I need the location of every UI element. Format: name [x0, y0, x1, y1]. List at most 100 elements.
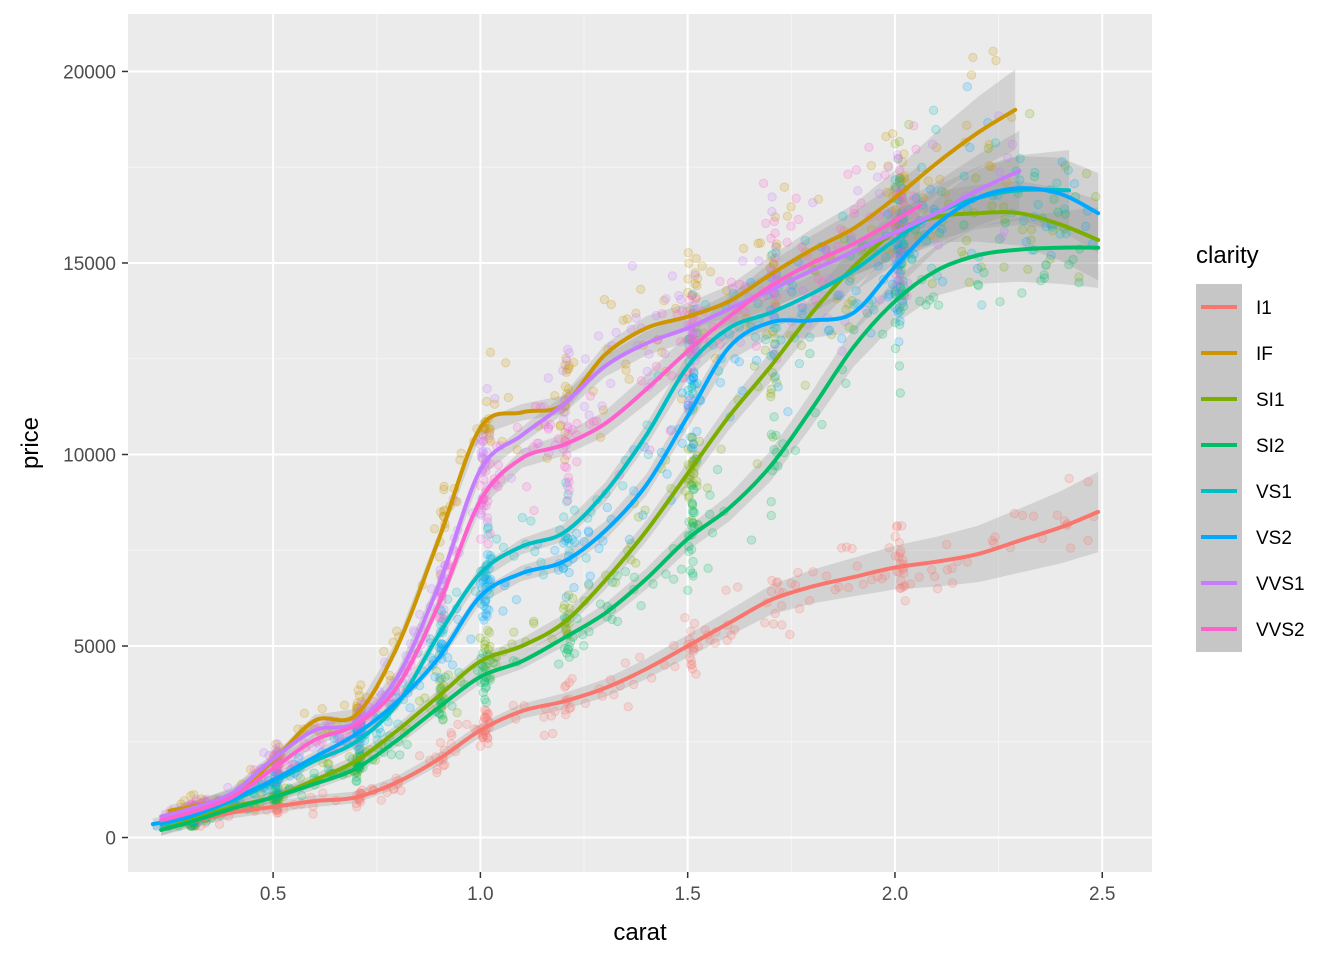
y-axis-title: price [17, 417, 44, 469]
scatter-point [482, 513, 493, 523]
scatter-point [478, 717, 489, 727]
scatter-point [479, 662, 489, 672]
scatter-point [595, 432, 606, 442]
scatter-point [688, 388, 698, 399]
scatter-point [753, 238, 763, 249]
scatter-point [1048, 225, 1058, 236]
scatter-point [195, 821, 206, 831]
scatter-point [447, 660, 458, 670]
scatter-point [773, 382, 783, 392]
scatter-point [762, 329, 772, 340]
scatter-point [768, 345, 779, 355]
legend-label: VVS1 [1256, 574, 1305, 595]
scatter-point [999, 226, 1009, 237]
y-tick-label: 15000 [63, 254, 116, 275]
scatter-point [899, 568, 909, 578]
scatter-point [935, 228, 945, 238]
scatter-point [769, 259, 779, 269]
scatter-point [688, 508, 698, 518]
scatter-point [689, 618, 700, 629]
scatter-point [890, 285, 900, 296]
scatter-point [478, 732, 488, 742]
scatter-point [754, 256, 764, 266]
scatter-point [796, 340, 807, 351]
scatter-point [864, 142, 874, 153]
scatter-point [561, 624, 572, 634]
scatter-point [481, 609, 491, 619]
scatter-point [715, 377, 726, 388]
scatter-point [475, 481, 486, 491]
scatter-point [915, 296, 925, 306]
scatter-point [245, 764, 256, 775]
scatter-point [893, 275, 904, 285]
scatter-point [439, 484, 449, 495]
scatter-point [687, 498, 697, 508]
scatter-point [883, 292, 893, 302]
scatter-point [439, 610, 449, 620]
scatter-point [991, 55, 1001, 66]
scatter-point [843, 299, 854, 309]
scatter-point [564, 678, 574, 688]
scatter-point [584, 527, 594, 538]
legend-label: VVS2 [1256, 620, 1305, 641]
scatter-point [722, 285, 732, 296]
scatter-point [1046, 250, 1056, 261]
scatter-point [687, 480, 697, 491]
scatter-point [768, 619, 779, 629]
legend-label: VS1 [1256, 482, 1292, 503]
scatter-point [611, 327, 621, 338]
scatter-point [928, 292, 939, 302]
scatter-point [558, 563, 569, 574]
scatter-point [550, 545, 560, 556]
scatter-point [564, 603, 574, 614]
scatter-point [223, 782, 233, 793]
scatter-point [947, 578, 958, 588]
scatter-point [429, 524, 440, 534]
scatter-point [293, 753, 304, 763]
scatter-point [437, 710, 447, 720]
scatter-point [1060, 161, 1070, 171]
scatter-point [581, 553, 591, 563]
scatter-point [824, 325, 835, 335]
scatter-point [895, 388, 905, 398]
scatter-point [973, 279, 983, 290]
scatter-point [584, 579, 594, 589]
scatter-point [538, 570, 549, 580]
scatter-point [420, 693, 430, 703]
scatter-point [984, 161, 994, 171]
scatter-point [677, 388, 688, 398]
scatter-point [769, 339, 779, 349]
scatter-point [483, 738, 493, 749]
scatter-point [894, 320, 905, 330]
scatter-point [585, 391, 596, 401]
scatter-point [481, 424, 491, 434]
scatter-point [895, 282, 905, 292]
scatter-point [722, 635, 732, 645]
scatter-point [480, 636, 490, 647]
scatter-point [937, 276, 948, 287]
y-tick-label: 0 [105, 829, 116, 850]
scatter-point [563, 495, 573, 505]
scatter-point [618, 315, 628, 325]
scatter-point [259, 748, 269, 758]
scatter-point [308, 809, 318, 819]
scatter-point [620, 658, 631, 668]
scatter-point [646, 673, 657, 683]
scatter-point [395, 750, 405, 760]
scatter-point [1052, 178, 1062, 188]
scatter-point [899, 171, 909, 181]
scatter-point [1036, 276, 1046, 286]
scatter-point [572, 418, 582, 429]
scatter-point [895, 245, 905, 256]
scatter-point [371, 729, 382, 739]
scatter-point [766, 510, 776, 521]
scatter-point [683, 248, 694, 258]
scatter-point [1039, 273, 1050, 283]
scatter-point [479, 601, 489, 611]
scatter-point [482, 611, 492, 621]
scatter-point [692, 426, 702, 437]
scatter-point [481, 595, 491, 605]
scatter-point [932, 583, 943, 594]
scatter-point [483, 549, 493, 560]
scatter-point [972, 263, 983, 274]
